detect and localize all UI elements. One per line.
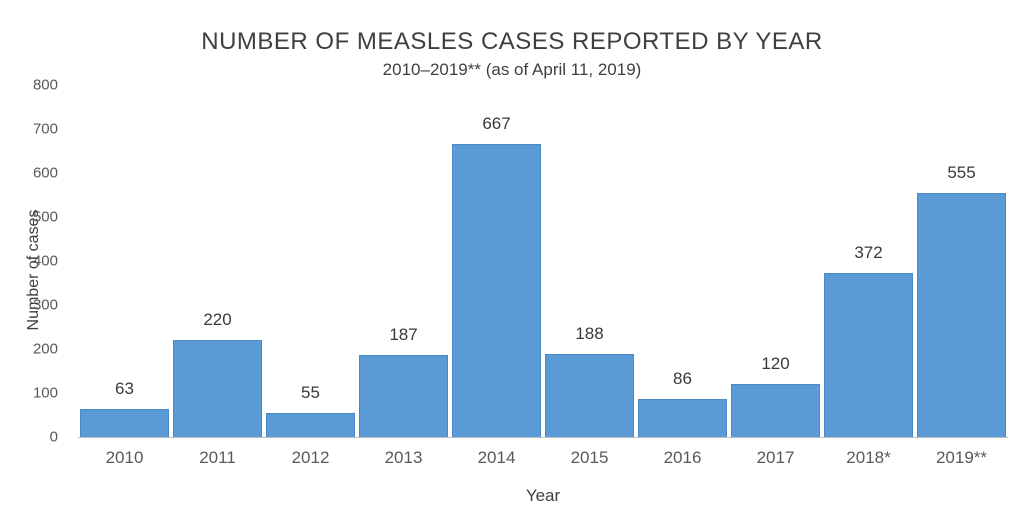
bar-value-label: 372: [854, 243, 883, 263]
x-tick-label: 2018*: [846, 448, 891, 467]
y-tick-label: 200: [32, 340, 58, 358]
x-tick-label: 2014: [477, 448, 516, 467]
x-tick-label: 2010: [105, 448, 144, 467]
bar: [266, 412, 355, 437]
bar-slot: 55: [264, 85, 357, 437]
bar: [80, 409, 169, 437]
chart-subtitle: 2010–2019** (as of April 11, 2019): [382, 60, 642, 79]
bar-slot: 187: [357, 85, 450, 437]
bar-value-label: 188: [575, 324, 604, 344]
bar-value-label: 187: [389, 324, 418, 344]
y-tick-label: 100: [32, 384, 58, 402]
y-axis-ticks: 0 100 200 300 400 500 600 700 800: [0, 77, 68, 446]
x-axis-label: Year: [525, 486, 561, 505]
x-tick-label: 2011: [199, 448, 236, 467]
bar: [452, 143, 541, 437]
x-tick-label: 2013: [384, 448, 423, 467]
bar-value-label: 86: [673, 369, 692, 389]
y-tick-label: 0: [49, 428, 58, 446]
bar-slot: 120: [729, 85, 822, 437]
bar-slot: 86: [636, 85, 729, 437]
bar-value-label: 220: [203, 310, 232, 330]
y-tick-label: 300: [32, 296, 58, 314]
y-tick-label: 400: [32, 252, 58, 270]
chart-title: NUMBER OF MEASLES CASES REPORTED BY YEAR: [201, 28, 823, 55]
y-tick-label: 800: [32, 76, 58, 94]
x-tick-label: 2017: [756, 448, 795, 467]
bar: [638, 399, 727, 437]
bar: [824, 273, 913, 437]
bar-slot: 555: [915, 85, 1008, 437]
y-tick-label: 600: [32, 164, 58, 182]
bar-value-label: 55: [301, 382, 320, 402]
bar-value-label: 120: [761, 354, 790, 374]
bar-slot: 667: [450, 85, 543, 437]
bar-slot: 220: [171, 85, 264, 437]
bar-slot: 372: [822, 85, 915, 437]
bar-value-label: 667: [482, 113, 511, 133]
x-tick-label: 2015: [570, 448, 609, 467]
bar: [731, 384, 820, 437]
x-tick-label: 2016: [663, 448, 702, 467]
x-axis-ticks: 2010 2011 2012 2013 2014 2015 2016 2017 2018* 201…: [78, 448, 1008, 468]
bar: [359, 354, 448, 437]
bar-value-label: 555: [947, 162, 976, 182]
x-tick-label: 2019**: [935, 448, 988, 467]
bar: [173, 340, 262, 437]
bar: [917, 192, 1006, 437]
x-tick-label: 2012: [291, 448, 330, 467]
bar-series: 63 220 55 187 667 188 86 120 372 555: [78, 85, 1008, 437]
bar-value-label: 63: [115, 379, 134, 399]
bar-slot: 188: [543, 85, 636, 437]
y-tick-label: 500: [32, 208, 58, 226]
plot-area: 63 220 55 187 667 188 86 120 372 555: [78, 85, 1008, 438]
bar: [545, 354, 634, 437]
y-tick-label: 700: [32, 120, 58, 138]
bar-slot: 63: [78, 85, 171, 437]
